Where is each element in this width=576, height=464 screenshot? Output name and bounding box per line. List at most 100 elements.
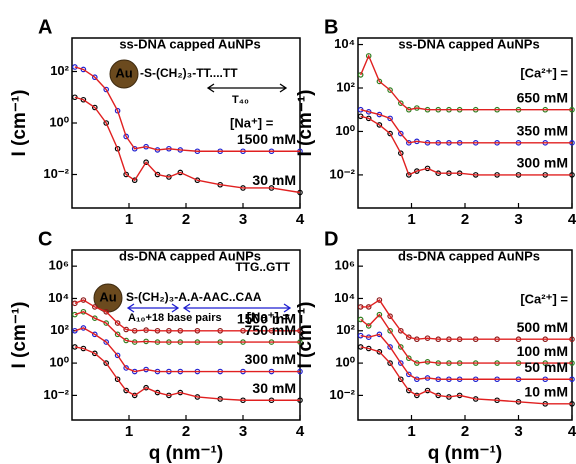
data-point (406, 371, 412, 378)
data-point (365, 53, 372, 59)
series-label: 750 mM (245, 322, 296, 338)
annotation: A₁₀+18 base pairs (128, 312, 222, 324)
y-tick-label: 10⁰ (335, 123, 355, 138)
y-tick-label: 10² (50, 63, 69, 78)
series-label: 500 mM (517, 319, 568, 335)
series-label: 1500 mM (237, 310, 296, 326)
x-tick-label: 3 (514, 211, 522, 228)
data-point (397, 150, 404, 156)
annotation: T₄₀ (232, 94, 249, 106)
panel-title: ds-DNA capped AuNPs (119, 248, 261, 263)
annotation: Au (99, 289, 116, 304)
data-point (114, 376, 121, 383)
fit-line (74, 299, 300, 332)
x-tick-label: 4 (568, 423, 576, 440)
data-point (103, 308, 110, 315)
series-label: 10 mM (524, 384, 568, 400)
panel: Cds-DNA capped AuNPs I (cm⁻¹) q (nm⁻¹) 1 2 3 4… (9, 228, 305, 464)
data-point (387, 313, 393, 319)
fit-line (74, 311, 300, 343)
y-tick-label: 10² (336, 79, 355, 94)
data-point (397, 376, 404, 383)
data-point (387, 87, 393, 93)
fit-line (360, 299, 572, 340)
data-point (397, 344, 404, 350)
data-point (72, 300, 78, 307)
series-label: 50 mM (524, 359, 568, 375)
y-tick-label: 10² (50, 322, 69, 337)
data-point (131, 392, 138, 399)
x-tick-label: 2 (182, 423, 190, 440)
y-axis-label: I (cm⁻¹) (295, 301, 316, 368)
y-tick-label: 10⁴ (48, 290, 69, 305)
data-point (92, 350, 98, 357)
y-tick-label: 10⁻² (329, 166, 355, 181)
data-point (114, 331, 121, 338)
y-tick-label: 10⁰ (49, 355, 69, 370)
fit-line (360, 54, 572, 111)
fit-line (74, 327, 300, 373)
data-point (80, 297, 87, 303)
x-tick-label: 2 (461, 211, 469, 228)
data-point (376, 78, 383, 85)
series-label: 650 mM (517, 89, 568, 105)
data-point (357, 316, 364, 323)
panel: Dds-DNA capped AuNPs I (cm⁻¹) q (nm⁻¹) 1 2 3 4… (295, 228, 576, 464)
data-point (406, 355, 412, 362)
y-tick-label: 10⁻² (43, 387, 69, 402)
x-tick-label: 4 (568, 211, 576, 228)
data-point (406, 387, 412, 394)
data-point (131, 177, 138, 184)
data-point (376, 297, 383, 303)
series-label: 300 mM (245, 351, 296, 367)
data-point (103, 120, 110, 126)
panel-title: ds-DNA capped AuNPs (398, 248, 540, 263)
data-point (103, 86, 110, 93)
y-axis-label: I (cm⁻¹) (9, 89, 30, 156)
length-arrow (126, 303, 292, 313)
data-point (406, 172, 412, 178)
data-point (123, 365, 129, 371)
y-axis-label: I (cm⁻¹) (9, 301, 30, 368)
data-point (365, 323, 372, 329)
data-point (114, 352, 121, 359)
data-point (397, 100, 404, 106)
length-arrow (206, 83, 288, 93)
x-axis-label: q (nm⁻¹) (149, 443, 223, 464)
series-label: 1500 mM (237, 131, 296, 147)
y-tick-label: 10⁻² (43, 166, 69, 181)
au-nanoparticle (109, 59, 139, 89)
data-point (177, 169, 184, 176)
fit-line (360, 115, 572, 176)
series-label: 30 mM (252, 380, 296, 396)
data-point (387, 327, 393, 334)
x-tick-label: 2 (461, 423, 469, 440)
series-label: 350 mM (517, 123, 568, 139)
data-point (92, 304, 98, 310)
annotation: [Na⁺] = (230, 115, 274, 130)
panel-label: C (38, 228, 52, 250)
series-label: 300 mM (517, 155, 568, 171)
data-point (92, 104, 98, 111)
fit-line (74, 346, 300, 401)
data-point (387, 344, 393, 350)
x-tick-label: 1 (407, 423, 415, 440)
data-point (92, 74, 98, 81)
annotation: Au (115, 65, 132, 80)
annotation: TTG..GTT (235, 260, 290, 274)
data-point (357, 72, 364, 78)
y-tick-label: 10⁰ (335, 355, 355, 370)
data-point (387, 360, 393, 366)
y-tick-label: 10⁴ (334, 290, 355, 305)
y-axis-label: I (cm⁻¹) (295, 89, 316, 156)
panel-label: B (324, 16, 338, 38)
data-point (103, 339, 110, 345)
data-point (103, 320, 110, 326)
fit-line (360, 109, 572, 144)
x-axis-label: q (nm⁻¹) (428, 443, 502, 464)
panel-label: D (324, 228, 338, 250)
data-point (123, 387, 129, 394)
series-label: 30 mM (252, 172, 296, 188)
x-tick-label: 4 (296, 423, 305, 440)
